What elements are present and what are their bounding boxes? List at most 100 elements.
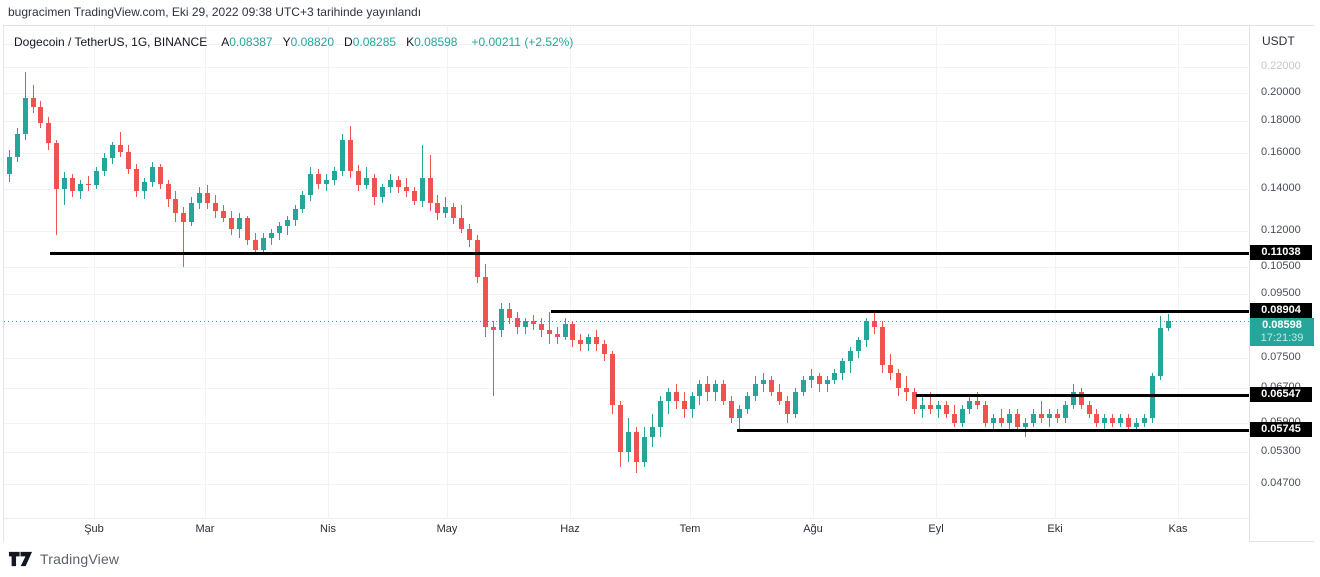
candle-body	[817, 376, 822, 384]
current-price-label: 0.08598 17:21:39	[1250, 318, 1314, 346]
candle-body	[499, 309, 504, 330]
price-tick-label: 0.20000	[1261, 86, 1301, 98]
price-level-label: 0.11038	[1250, 245, 1312, 260]
candle-body	[975, 401, 980, 405]
candle-body	[110, 145, 115, 158]
candle-body	[261, 238, 266, 250]
price-plot[interactable]	[4, 26, 1249, 518]
candle-body	[356, 171, 361, 185]
candle-body	[1142, 418, 1147, 423]
candle-body	[674, 392, 679, 401]
candle-body	[920, 405, 925, 409]
change-value: +0.00211 (+2.52%)	[471, 35, 574, 49]
candle-body	[864, 321, 869, 340]
candle-body	[150, 167, 155, 182]
candle-body	[1047, 414, 1052, 418]
candle-body	[451, 207, 456, 218]
price-tick-label: 0.14000	[1261, 182, 1301, 194]
candle-body	[737, 409, 742, 418]
candle-body	[142, 182, 147, 191]
candle-body	[658, 401, 663, 427]
candle-body	[761, 380, 766, 384]
candle-body	[388, 180, 393, 187]
candle-body	[745, 396, 750, 409]
price-tick-label: 0.04700	[1261, 477, 1301, 489]
month-label: Nis	[320, 523, 336, 535]
candle-body	[832, 373, 837, 380]
candle-body	[372, 178, 377, 197]
candle-body	[420, 178, 425, 201]
candle-body	[547, 330, 552, 334]
candle-body	[1094, 414, 1099, 423]
ohlc-pair: A0.08387	[221, 35, 273, 49]
candle-body	[983, 405, 988, 423]
candle-body	[825, 380, 830, 384]
candle-body	[173, 199, 178, 213]
candle-body	[690, 396, 695, 409]
candle-body	[181, 213, 186, 222]
candle-body	[46, 123, 51, 143]
candle-body	[602, 344, 607, 354]
candle-body	[189, 203, 194, 222]
candle-body	[459, 218, 464, 229]
candle-body	[594, 337, 599, 344]
candle-body	[324, 180, 329, 184]
candle-body	[904, 388, 909, 392]
candle-body	[285, 220, 290, 226]
price-tick-label: 0.07500	[1261, 351, 1301, 363]
time-axis[interactable]: Şub Mar Nis May Haz Tem Ağu Eyl Eki Kas	[4, 518, 1249, 542]
candle-body	[300, 195, 305, 209]
candle-body	[785, 401, 790, 414]
candle-body	[1102, 418, 1107, 423]
price-level-label: 0.06547	[1250, 387, 1312, 402]
candle-body	[880, 327, 885, 365]
candle-body	[78, 184, 83, 191]
candle-body	[213, 203, 218, 211]
candle-body	[682, 401, 687, 409]
ohlc-pair: D0.08285	[344, 35, 397, 49]
candle-body	[650, 427, 655, 437]
candle-body	[483, 277, 488, 327]
candle-body	[888, 365, 893, 373]
candle-body	[1015, 414, 1020, 427]
candle-body	[1023, 423, 1028, 427]
candle-body	[912, 392, 917, 409]
symbol-title: Dogecoin / TetherUS, 1G, BINANCE	[14, 35, 208, 49]
month-label: Haz	[560, 523, 580, 535]
candle-body	[705, 384, 710, 392]
candle-body	[586, 337, 591, 344]
axis-currency-label: USDT	[1262, 34, 1295, 48]
price-axis[interactable]: USDT 0.22000 0.20000 0.18000 0.16000 0.14000…	[1249, 26, 1314, 541]
candle-body	[38, 107, 43, 123]
candle-body	[348, 140, 353, 171]
candle-body	[23, 98, 28, 134]
candle-body	[1055, 414, 1060, 418]
candle-body	[642, 437, 647, 462]
candle-body	[245, 218, 250, 240]
candle-body	[729, 401, 734, 418]
candle-body	[205, 193, 210, 203]
month-label: May	[436, 523, 458, 535]
candle-body	[523, 321, 528, 327]
candle-body	[293, 209, 298, 220]
candle-body	[809, 376, 814, 380]
candle-body	[896, 373, 901, 388]
candle-body	[435, 203, 440, 213]
candle-body	[539, 324, 544, 330]
candle-body	[158, 167, 163, 184]
candle-body	[666, 392, 671, 401]
price-tick-label: 0.05300	[1261, 445, 1301, 457]
candle-body	[404, 187, 409, 191]
month-label: Kas	[1168, 523, 1188, 535]
candle-body	[102, 158, 107, 171]
candle-body	[229, 218, 234, 229]
candle-body	[563, 324, 568, 337]
candle-body	[793, 392, 798, 414]
ohlc-pair: Y0.08820	[282, 35, 335, 49]
candle-body	[364, 178, 369, 185]
candle-body	[412, 191, 417, 201]
candle-body	[475, 240, 480, 277]
candle-body	[515, 318, 520, 327]
candle-body	[721, 384, 726, 401]
footer-brand: TradingView	[8, 551, 119, 567]
